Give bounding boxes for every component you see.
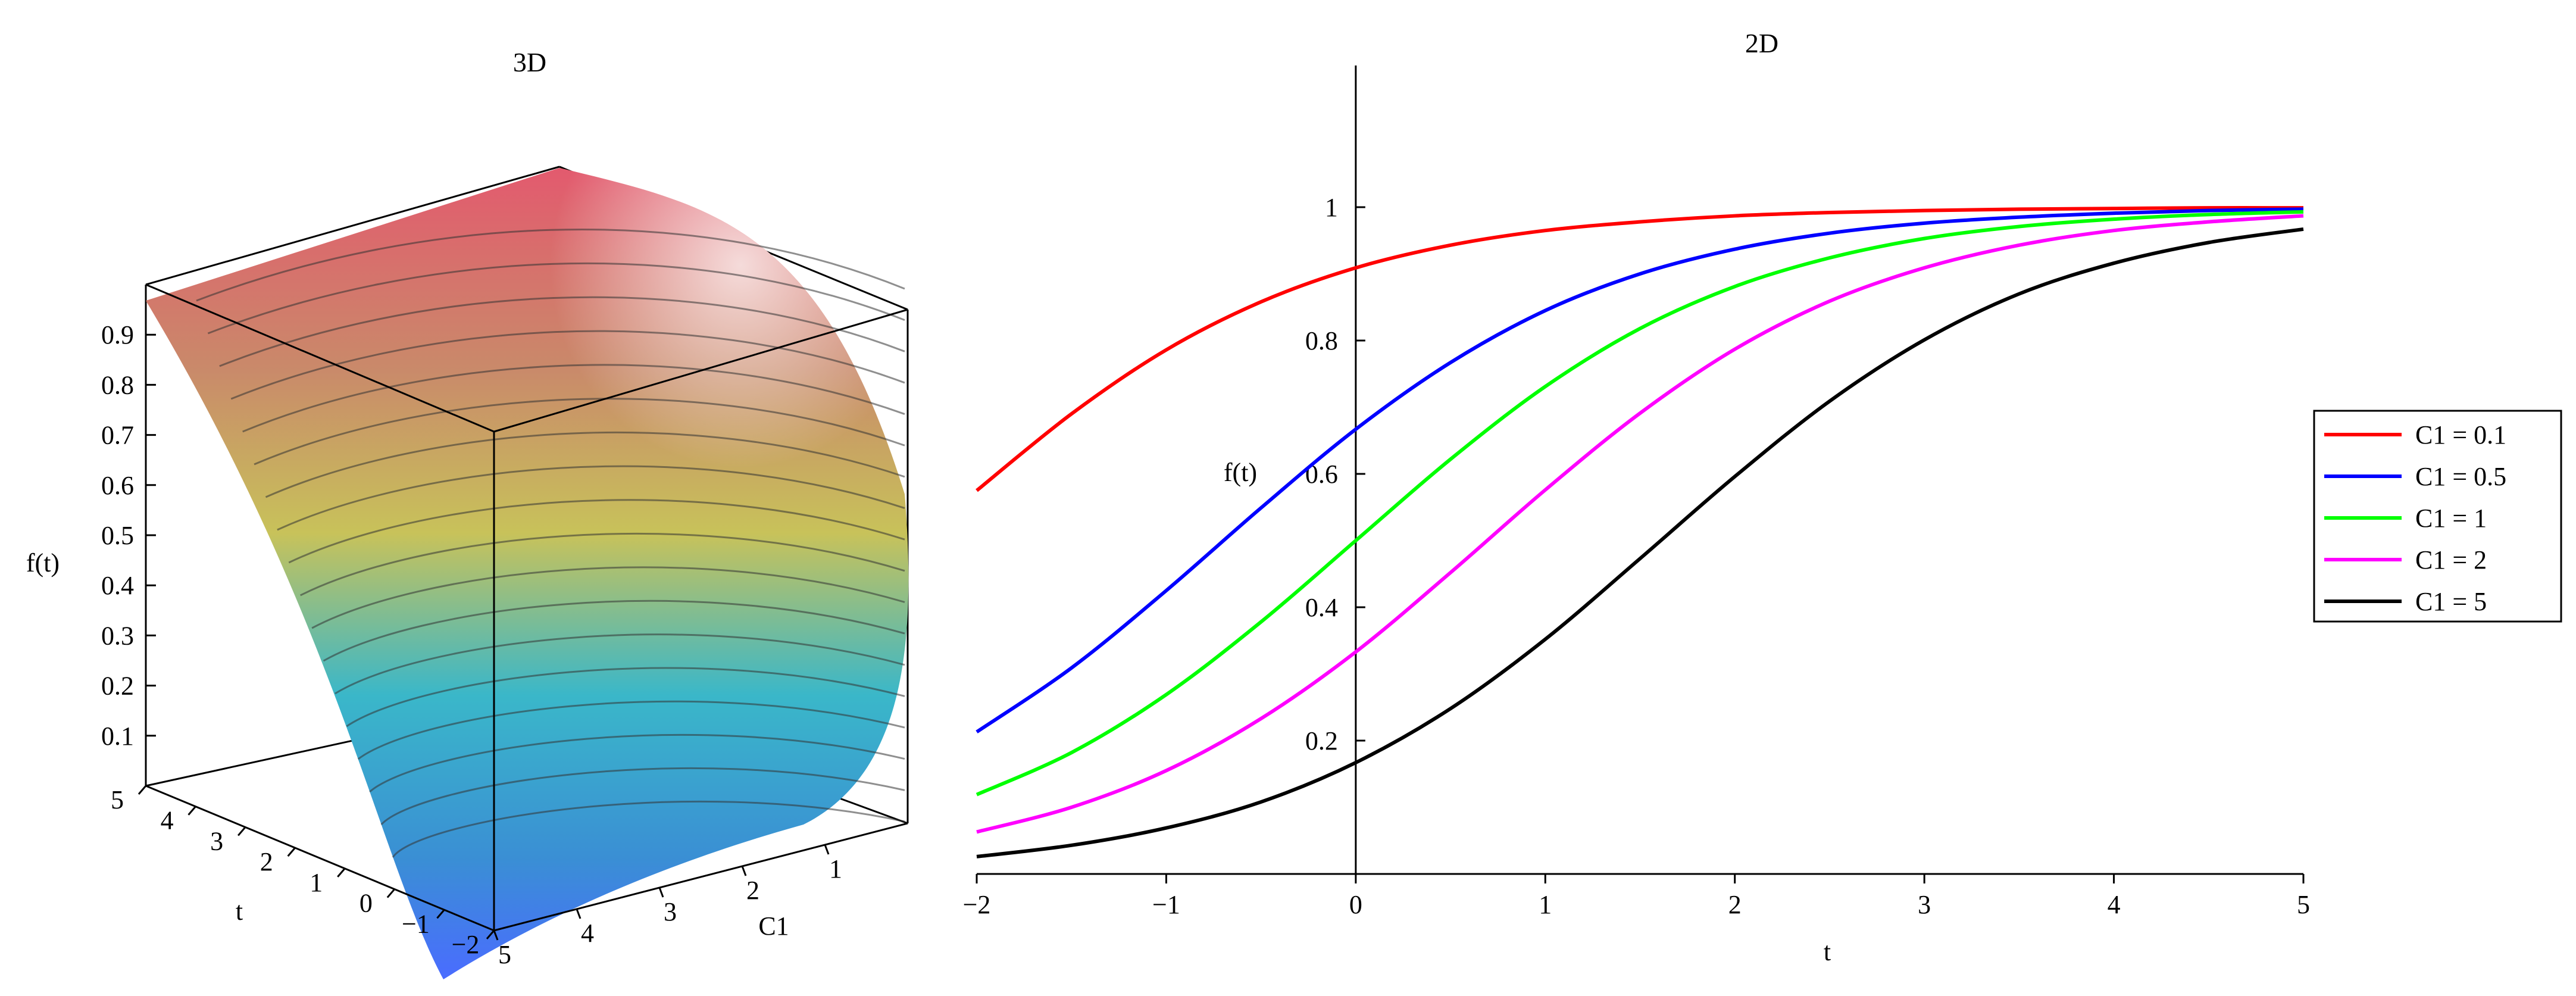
t-axis-3d-label: t [236, 897, 243, 926]
y-tick-label: 0.4 [1305, 593, 1338, 622]
chart-2d-title: 2D [1745, 28, 1778, 58]
z-axis-label: f(t) [26, 548, 60, 577]
z-tick-label: 0.1 [101, 722, 134, 751]
t-tick-3d [187, 805, 196, 816]
t-axis-3d: −2 −1 0 1 2 3 4 5 t [111, 785, 495, 959]
z-tick-label: 0.8 [101, 370, 134, 399]
c1-tick-3d [493, 930, 499, 941]
t-tick-3d-label: 1 [310, 868, 323, 897]
surface-contours [196, 229, 905, 858]
x-tick-label: 3 [1918, 890, 1931, 919]
x-tick-label: 5 [2297, 890, 2310, 919]
t-tick-3d [386, 888, 395, 898]
z-tick-label: 0.9 [101, 320, 134, 349]
t-tick-3d-label: 3 [210, 826, 223, 856]
contour-line [311, 566, 905, 629]
x-tick-label: 0 [1349, 890, 1362, 919]
series-lines [976, 206, 2304, 858]
y-tick-label: 0.2 [1305, 726, 1338, 755]
series-line-1 [976, 207, 2304, 733]
c1-tick-3d-label: 3 [664, 897, 677, 926]
contour-line [242, 364, 905, 433]
legend: C1 = 0.1 C1 = 0.5 C1 = 1 C1 = 2 C1 = 5 [2313, 410, 2562, 623]
t-tick-3d [436, 909, 445, 919]
axes-2d: −2 −1 0 1 2 3 4 50.20.40.60.81 [963, 65, 2310, 919]
z-axis: 0.1 0.2 0.3 0.4 0.5 0.6 0.7 0.8 0.9 f(t) [26, 320, 156, 751]
c1-tick-3d [658, 887, 664, 898]
box-front-edges [145, 283, 908, 932]
x-tick-label: 2 [1728, 890, 1742, 919]
t-tick-3d-label: 2 [260, 847, 273, 876]
t-tick-3d [337, 867, 346, 878]
x-tick-label: 4 [2108, 890, 2121, 919]
contour-line [369, 733, 905, 793]
contour-line [380, 767, 905, 826]
legend-label-1: C1 = 0.5 [2415, 462, 2506, 491]
z-tick-label: 0.3 [101, 621, 134, 650]
series-line-2 [976, 210, 2304, 797]
c1-axis-3d-label: C1 [758, 911, 789, 941]
z-tick-label: 0.2 [101, 672, 134, 701]
t-tick-3d [486, 930, 495, 939]
contour-line [300, 532, 905, 597]
c1-tick-3d-label: 4 [581, 919, 594, 948]
x-tick-label: 1 [1539, 890, 1552, 919]
c1-axis-3d: 1 2 3 4 5 C1 [493, 844, 842, 969]
contour-line [357, 700, 905, 760]
x-tick-label: −2 [963, 890, 991, 919]
contour-line [346, 667, 905, 728]
series-line-0 [976, 206, 2304, 492]
c1-tick-3d-label: 2 [746, 876, 759, 905]
z-tick-label: 0.5 [101, 521, 134, 550]
x-tick-label: −1 [1152, 890, 1180, 919]
chart-3d-title: 3D [513, 47, 546, 77]
legend-label-3: C1 = 2 [2415, 545, 2487, 575]
c1-tick-3d-label: 1 [829, 854, 842, 883]
c1-tick-3d [741, 866, 747, 876]
t-tick-3d-label: 4 [161, 806, 174, 835]
z-tick-label: 0.7 [101, 421, 134, 450]
y-tick-label: 1 [1325, 193, 1338, 222]
contour-line [334, 633, 905, 695]
contour-line [288, 499, 905, 564]
chart-3d: 3D 0.1 0.2 0.3 0.4 0.5 0.6 0.7 0.8 0.9 f(t) [26, 47, 909, 979]
c1-tick-3d-label: 5 [498, 940, 511, 969]
t-tick-3d-label: −1 [402, 909, 430, 938]
legend-label-2: C1 = 1 [2415, 504, 2487, 533]
contour-line [207, 262, 905, 335]
x-axis-label: t [1824, 937, 1831, 966]
contour-line [230, 330, 905, 400]
c1-tick-3d [576, 908, 582, 919]
contour-line [219, 296, 905, 367]
t-tick-3d [237, 826, 246, 836]
t-tick-3d-label: 0 [359, 889, 373, 918]
z-tick-label: 0.6 [101, 471, 134, 500]
t-tick-3d [137, 785, 147, 795]
t-tick-3d [287, 847, 296, 857]
z-tick-label: 0.4 [101, 571, 134, 600]
contour-line [196, 229, 905, 302]
legend-label-0: C1 = 0.1 [2415, 420, 2506, 449]
series-line-3 [976, 214, 2304, 834]
chart-2d: 2D −2 −1 0 1 2 3 4 50.20.40.60.81 t f(t) C1 = 0… [963, 28, 2562, 966]
contour-line [254, 398, 905, 466]
contour-line [277, 465, 905, 531]
t-tick-3d-label: 5 [111, 785, 124, 814]
y-tick-label: 0.8 [1305, 326, 1338, 355]
t-tick-3d-label: −2 [452, 930, 480, 959]
series-line-4 [976, 227, 2304, 858]
contour-line [392, 800, 905, 858]
y-axis-label: f(t) [1224, 458, 1257, 487]
legend-label-4: C1 = 5 [2415, 587, 2487, 616]
contour-line [265, 431, 905, 498]
contour-line [323, 600, 905, 662]
c1-tick-3d [824, 844, 830, 855]
